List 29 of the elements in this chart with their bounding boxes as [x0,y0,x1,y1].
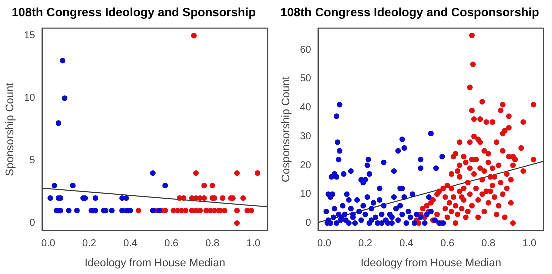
y-tick-label: 40 [300,102,312,114]
x-tick-label: 0.8 [482,238,496,250]
x-tick-label: 0.6 [164,238,179,250]
y-tick-label: 5 [30,156,36,167]
x-tick-label: 0.4 [124,238,138,250]
x-tick-label: 1.0 [246,238,262,250]
y-tick-label: 10 [300,189,312,200]
x-tick-label: 0.4 [400,238,414,250]
y-tick-label: 60 [300,44,312,56]
y-tick-label: 20 [300,160,312,172]
y-tick-label: 10 [24,93,36,104]
chart-title: 108th Congress Ideology and Cosponsorship [280,6,540,20]
x-tick-label: 0.0 [42,238,56,250]
x-tick-label: 1.0 [522,238,538,250]
y-tick-label: 30 [300,131,312,142]
y-tick-label: 0 [30,218,36,230]
x-tick-label: 0.0 [318,238,332,250]
x-tick-label: 0.2 [82,238,97,250]
x-tick-label: 0.6 [440,238,455,250]
x-tick-label: 0.2 [358,238,373,250]
x-axis-title: Ideology from House Median [360,257,502,270]
y-tick-label: 0 [306,218,312,230]
x-tick-label: 0.8 [206,238,220,250]
y-tick-label: 50 [300,74,312,85]
y-tick-label: 15 [24,30,36,42]
y-axis-title: Cosponsorship Count [280,76,293,182]
y-axis-title: Sponsorship Count [4,82,17,176]
x-axis-title: Ideology from House Median [84,257,226,270]
chart-title: 108th Congress Ideology and Sponsorship [12,6,256,20]
